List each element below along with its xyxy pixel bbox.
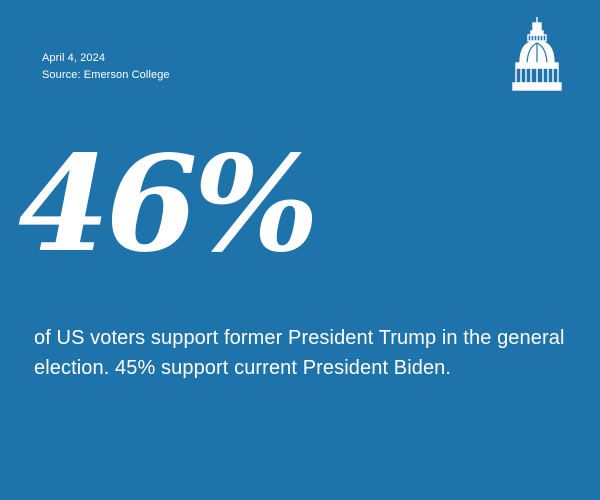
meta-info: April 4, 2024 Source: Emerson College [42, 50, 170, 84]
headline-percentage: 46% [18, 127, 319, 282]
source-text: Source: Emerson College [42, 69, 170, 81]
description-text: of US voters support former President Tr… [34, 327, 565, 379]
capitol-dome-icon [512, 17, 562, 91]
date-text: April 4, 2024 [42, 52, 106, 64]
